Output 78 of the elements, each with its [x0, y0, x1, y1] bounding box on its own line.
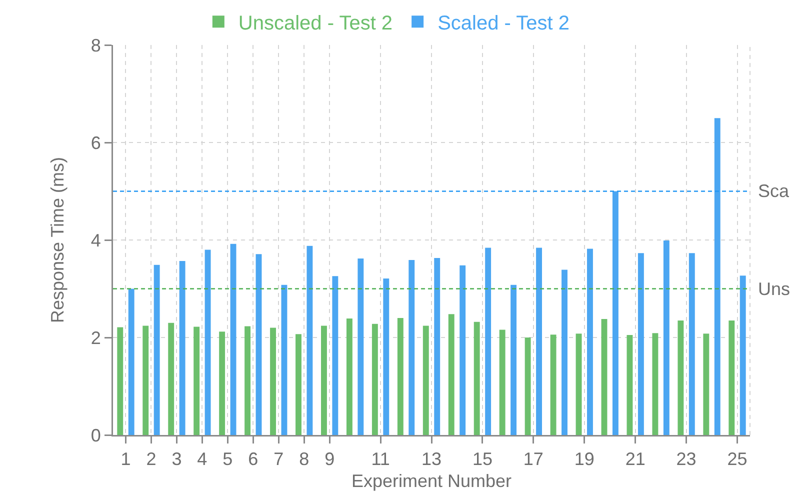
bar: [612, 191, 618, 435]
bar: [219, 332, 226, 435]
y-axis-title: Response Time (ms): [47, 156, 68, 324]
bar: [576, 334, 582, 435]
x-tick-label: 15: [472, 449, 492, 470]
x-tick-label: 9: [324, 449, 335, 470]
bar: [408, 260, 415, 435]
bar: [142, 326, 149, 435]
bar: [728, 320, 735, 435]
y-tick-label: 2: [90, 328, 101, 348]
bar: [358, 258, 364, 435]
x-tick-label: 3: [172, 449, 182, 470]
bar: [626, 335, 633, 435]
bar: [460, 265, 466, 435]
bar: [306, 246, 313, 435]
bar: [230, 244, 236, 435]
x-tick-label: 21: [625, 449, 646, 470]
bar: [154, 264, 160, 435]
bar: [270, 328, 276, 435]
bar: [448, 314, 454, 435]
x-axis-title: Experiment Number: [351, 470, 512, 491]
bar: [204, 250, 211, 435]
x-tick-label: 4: [197, 449, 208, 470]
x-tick-label: 5: [222, 449, 233, 470]
bar: [474, 322, 480, 435]
bar: [434, 258, 440, 435]
bar: [562, 270, 568, 435]
bar: [652, 333, 658, 435]
bar: [499, 330, 506, 435]
bar: [714, 118, 720, 435]
bar: [372, 324, 378, 435]
x-tick-label: 7: [274, 449, 284, 470]
x-tick-label: 13: [421, 449, 442, 470]
bar: [397, 318, 404, 435]
bar: [321, 326, 327, 435]
ref-line-label: Uns: [758, 279, 790, 299]
bar: [117, 327, 124, 435]
bar: [332, 276, 338, 435]
bar: [485, 248, 492, 435]
legend-label: Scaled - Test 2: [438, 12, 570, 34]
bar: [688, 253, 695, 435]
y-tick-label: 6: [90, 132, 101, 153]
bar: [510, 284, 517, 435]
bar: [179, 260, 186, 435]
y-tick-label: 0: [90, 425, 101, 446]
x-tick-label: 1: [120, 449, 131, 470]
legend-label: Unscaled - Test 2: [238, 12, 393, 34]
bar: [383, 278, 390, 435]
bar: [524, 338, 531, 435]
bar: [663, 240, 670, 435]
bar: [244, 326, 251, 435]
bar: [638, 253, 644, 435]
bar: [296, 334, 302, 435]
bar: [550, 334, 556, 435]
bar: [256, 254, 262, 435]
bar: [703, 334, 710, 435]
y-tick-label: 4: [90, 230, 101, 250]
x-tick-label: 2: [146, 449, 156, 470]
bar: [168, 322, 174, 435]
x-tick-label: 11: [371, 449, 390, 470]
bar: [128, 288, 134, 435]
bar: [740, 276, 746, 435]
bar: [281, 284, 288, 435]
bar: [587, 248, 593, 435]
bar: [422, 326, 429, 435]
bar: [346, 318, 352, 435]
x-tick-label: 23: [676, 449, 696, 470]
bar: [678, 320, 684, 435]
x-tick-label: 6: [248, 449, 258, 470]
bar: [601, 318, 608, 435]
bar: [536, 248, 542, 435]
x-tick-label: 17: [523, 449, 544, 470]
bar: [194, 326, 200, 435]
x-tick-label: 25: [727, 449, 748, 470]
x-tick-label: 8: [299, 449, 310, 470]
ref-line-label: Sca: [758, 181, 790, 201]
y-tick-label: 8: [90, 35, 101, 56]
x-tick-label: 19: [574, 449, 594, 470]
